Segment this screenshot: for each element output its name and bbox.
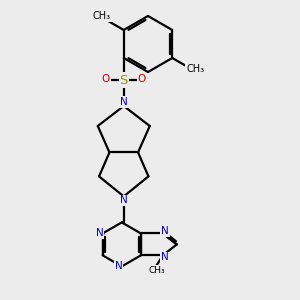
- Text: N: N: [120, 97, 127, 107]
- Text: O: O: [102, 74, 110, 84]
- Text: N: N: [96, 228, 104, 239]
- Text: N: N: [115, 261, 123, 272]
- Text: S: S: [120, 74, 128, 86]
- Text: N: N: [120, 195, 127, 206]
- Text: CH₃: CH₃: [186, 64, 204, 74]
- Text: CH₃: CH₃: [148, 266, 165, 274]
- Text: O: O: [138, 74, 146, 84]
- Text: CH₃: CH₃: [93, 11, 111, 21]
- Text: N: N: [161, 226, 169, 236]
- Text: N: N: [161, 252, 169, 262]
